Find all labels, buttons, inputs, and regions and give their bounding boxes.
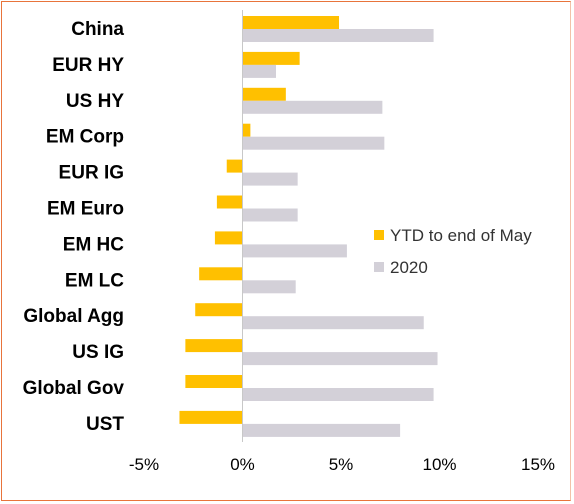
legend-swatch-prior xyxy=(374,262,384,272)
x-tick-label: 15% xyxy=(521,455,555,474)
bar-us-ig-ytd xyxy=(185,339,243,353)
bar-eur-hy-ytd xyxy=(242,51,300,65)
x-tick-label: 5% xyxy=(329,455,354,474)
legend: YTD to end of May 2020 xyxy=(374,226,532,277)
category-label-global-agg: Global Agg xyxy=(23,306,124,327)
bar-china-ytd xyxy=(242,16,340,29)
bar-us-hy-ytd xyxy=(242,87,286,101)
legend-label-ytd: YTD to end of May xyxy=(390,226,532,245)
bar-eur-ig-ytd xyxy=(226,159,243,173)
bar-global-agg-ytd xyxy=(195,303,243,317)
bar-em-corp-prior xyxy=(242,136,385,150)
category-label-china: China xyxy=(71,19,124,40)
bar-global-gov-ytd xyxy=(185,375,243,388)
bar-us-ig-prior xyxy=(242,352,438,366)
bar-ust-ytd xyxy=(179,410,243,424)
bar-global-gov-prior xyxy=(242,388,434,401)
bar-em-hc-prior xyxy=(242,244,347,258)
bars-layer xyxy=(179,16,438,437)
bar-em-lc-ytd xyxy=(199,267,243,281)
bar-eur-ig-prior xyxy=(242,172,298,186)
legend-label-prior: 2020 xyxy=(390,258,428,277)
bar-us-hy-prior xyxy=(242,100,383,114)
category-label-em-lc: EM LC xyxy=(65,270,124,291)
bar-china-prior xyxy=(242,29,434,42)
bar-global-agg-prior xyxy=(242,316,424,330)
bar-em-hc-ytd xyxy=(214,231,243,245)
x-tick-label: -5% xyxy=(129,455,159,474)
x-tick-label: 10% xyxy=(422,455,456,474)
category-label-us-ig: US IG xyxy=(72,342,124,363)
x-tick-label: 0% xyxy=(230,455,255,474)
category-label-ust: UST xyxy=(86,414,124,435)
bar-em-corp-ytd xyxy=(242,123,251,137)
bar-ust-prior xyxy=(242,423,401,437)
bar-em-euro-ytd xyxy=(216,195,243,209)
category-label-eur-hy: EUR HY xyxy=(52,55,124,76)
bar-em-euro-prior xyxy=(242,208,298,222)
category-label-em-corp: EM Corp xyxy=(46,127,124,148)
category-label-us-hy: US HY xyxy=(66,91,124,112)
bar-eur-hy-prior xyxy=(242,64,276,78)
bar-em-lc-prior xyxy=(242,280,296,294)
category-label-global-gov: Global Gov xyxy=(23,378,125,399)
category-label-em-hc: EM HC xyxy=(63,234,125,255)
x-tick-labels: -5% 0% 5% 10% 15% xyxy=(129,455,555,474)
legend-swatch-ytd xyxy=(374,230,384,240)
category-label-eur-ig: EUR IG xyxy=(59,163,124,184)
category-labels: China EUR HY US HY EM Corp EUR IG EM Euro EM H… xyxy=(23,19,125,435)
category-label-em-euro: EM Euro xyxy=(47,199,124,220)
